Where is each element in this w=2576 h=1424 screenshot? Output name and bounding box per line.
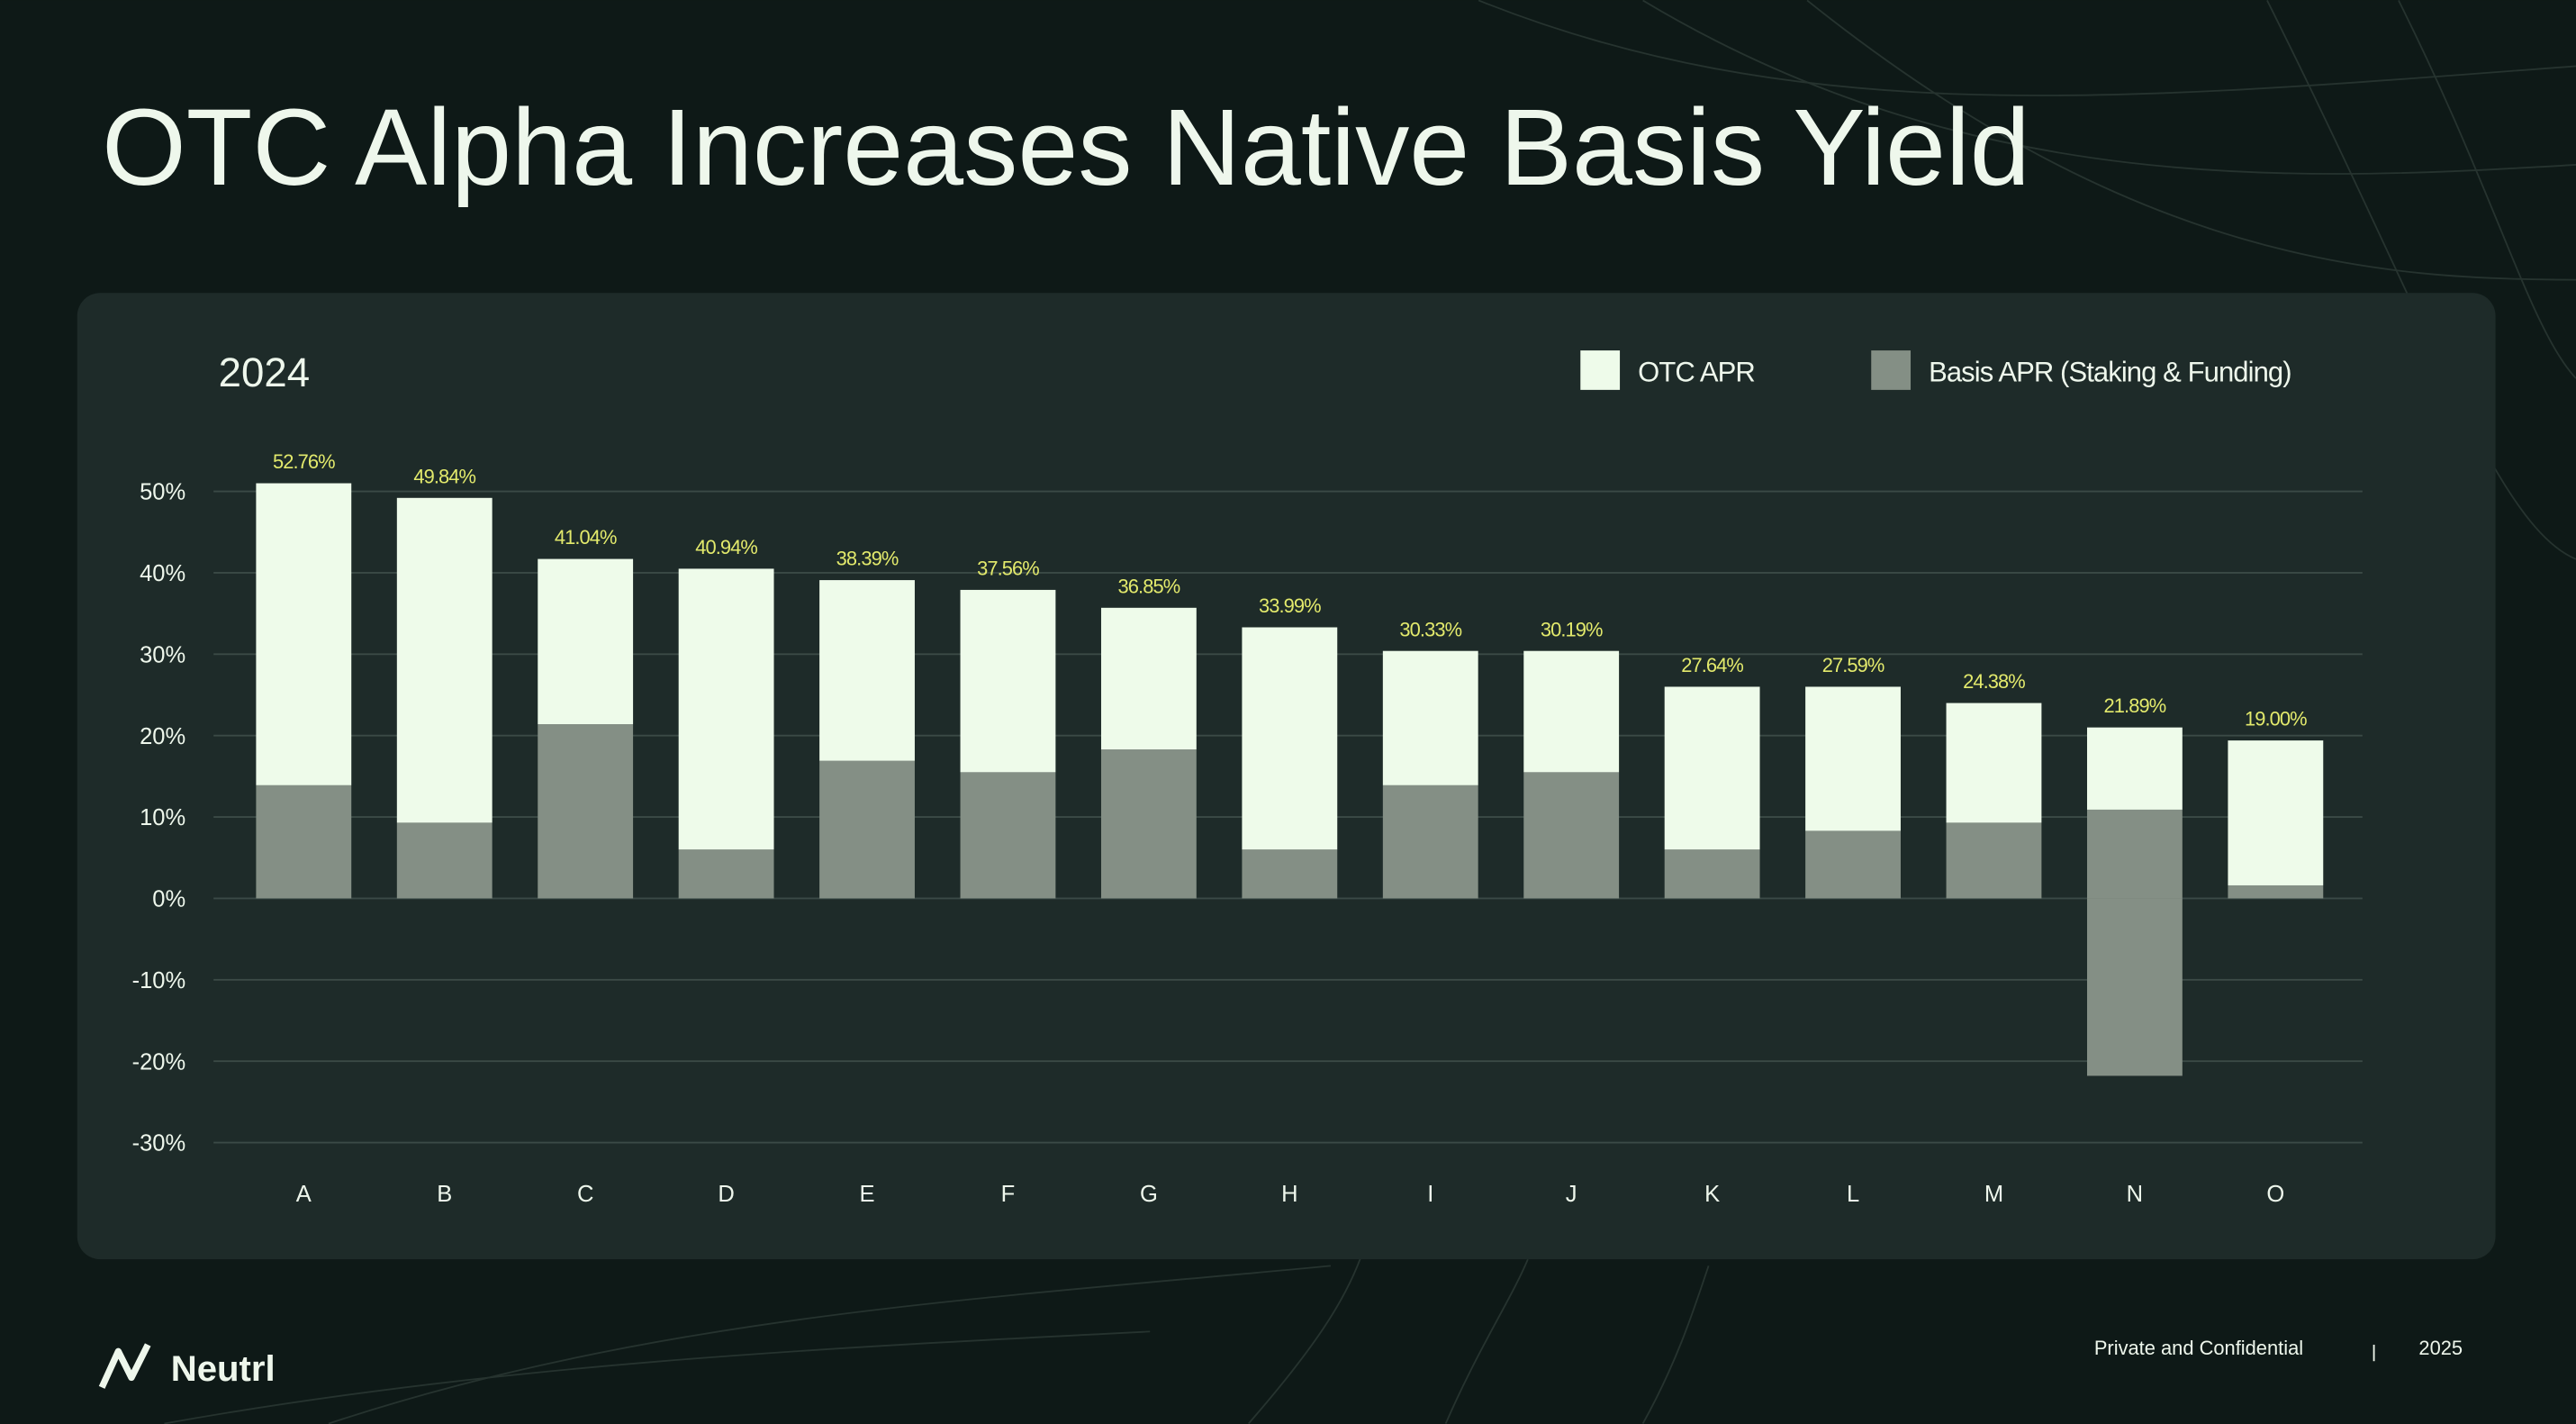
bar-segment xyxy=(256,483,352,785)
bar-segment xyxy=(1100,749,1197,899)
total-label: 41.04% xyxy=(555,526,617,549)
bar-segment xyxy=(2086,727,2183,810)
y-tick-label: 0% xyxy=(152,887,185,912)
x-tick-label: D xyxy=(718,1182,734,1207)
bar-segment xyxy=(960,589,1056,773)
bar-segment xyxy=(396,822,493,899)
bar-segment xyxy=(538,558,634,725)
y-tick-label: 40% xyxy=(140,561,185,586)
logo-text: Neutrl xyxy=(171,1348,276,1389)
bar-segment xyxy=(1242,627,1338,850)
y-tick-label: -20% xyxy=(132,1049,186,1075)
bar-segment xyxy=(1664,686,1760,850)
logo: Neutrl xyxy=(98,1343,276,1389)
bar-segment xyxy=(1523,772,1620,899)
total-label: 21.89% xyxy=(2104,694,2166,717)
total-label: 38.39% xyxy=(836,548,899,570)
bar-segment xyxy=(1664,849,1760,899)
bar-segment xyxy=(678,568,774,850)
y-tick-label: 10% xyxy=(140,805,185,830)
total-label: 30.33% xyxy=(1399,618,1461,640)
total-label: 36.85% xyxy=(1118,575,1180,597)
bar-segment xyxy=(2228,740,2324,885)
total-label: 24.38% xyxy=(1963,670,2025,693)
bar-segment xyxy=(1946,703,2042,823)
bar-segment xyxy=(819,760,915,899)
x-tick-label: M xyxy=(1984,1182,2003,1207)
bar-segment xyxy=(678,849,774,899)
total-label: 40.94% xyxy=(695,536,757,558)
x-tick-label: A xyxy=(296,1182,312,1207)
bar-segment xyxy=(2228,884,2324,899)
bar-segment xyxy=(1946,822,2042,899)
y-tick-label: -30% xyxy=(132,1131,186,1156)
decor-lines xyxy=(164,0,2576,1424)
bar-segment xyxy=(1382,650,1478,785)
footer-year: 2025 xyxy=(2418,1337,2463,1359)
bar-segment xyxy=(960,772,1056,899)
legend-label: Basis APR (Staking & Funding) xyxy=(1929,357,2291,388)
logo-mark xyxy=(98,1343,151,1389)
x-tick-label: K xyxy=(1704,1182,1720,1207)
bar-segment xyxy=(1382,785,1478,899)
y-tick-label: 50% xyxy=(140,480,185,505)
bar-segment xyxy=(396,497,493,823)
bar-segment xyxy=(1100,607,1197,750)
x-tick-label: F xyxy=(1001,1182,1016,1207)
x-tick-label: I xyxy=(1427,1182,1433,1207)
x-tick-label: J xyxy=(1566,1182,1577,1207)
bar-segment xyxy=(2086,898,2183,1076)
legend-swatch xyxy=(1580,350,1621,390)
x-tick-label: E xyxy=(860,1182,875,1207)
legend-swatch xyxy=(1871,350,1912,390)
x-tick-label: B xyxy=(437,1182,452,1207)
total-label: 37.56% xyxy=(977,558,1039,580)
bar-segment xyxy=(1805,686,1901,831)
footer-confidential: Private and Confidential xyxy=(2094,1337,2303,1359)
x-tick-label: N xyxy=(2127,1182,2143,1207)
total-label: 49.84% xyxy=(413,465,475,487)
total-label: 19.00% xyxy=(2245,708,2307,730)
bar-segment xyxy=(819,580,915,761)
y-tick-label: -10% xyxy=(132,968,186,993)
chart-title: OTC Alpha Increases Native Basis Yield xyxy=(102,86,2030,208)
bar-segment xyxy=(1805,830,1901,899)
x-tick-label: L xyxy=(1847,1182,1859,1207)
legend-label: OTC APR xyxy=(1638,357,1755,388)
x-tick-label: O xyxy=(2266,1182,2284,1207)
total-label: 33.99% xyxy=(1259,594,1321,617)
y-tick-label: 30% xyxy=(140,642,185,667)
total-label: 52.76% xyxy=(273,450,335,473)
total-label: 30.19% xyxy=(1541,618,1603,640)
chart-subtitle: 2024 xyxy=(219,349,310,395)
bar-segment xyxy=(1523,650,1620,773)
x-tick-label: H xyxy=(1281,1182,1297,1207)
x-tick-label: C xyxy=(577,1182,593,1207)
bar-segment xyxy=(256,785,352,899)
y-tick-label: 20% xyxy=(140,724,185,749)
total-label: 27.59% xyxy=(1822,654,1885,676)
bar-segment xyxy=(2086,809,2183,899)
total-label: 27.64% xyxy=(1681,654,1743,676)
bar-segment xyxy=(538,724,634,899)
bar-segment xyxy=(1242,849,1338,899)
x-tick-label: G xyxy=(1140,1182,1158,1207)
